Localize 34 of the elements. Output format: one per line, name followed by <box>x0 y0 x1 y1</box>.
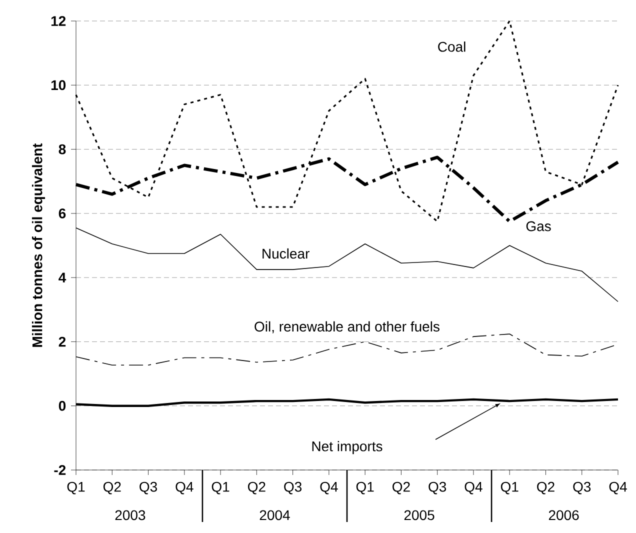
text: Net imports <box>312 441 382 454</box>
x-tick-label: Q3 <box>140 482 157 494</box>
x-tick-label: Q4 <box>176 482 194 494</box>
y-tick-label: -2 <box>54 465 66 475</box>
x-tick-label: Q4 <box>609 482 627 494</box>
y-tick-label: 4 <box>58 272 66 282</box>
x-tick-label: Q2 <box>248 482 266 494</box>
x-tick-label: Q1 <box>500 482 518 494</box>
y-tick-label: 6 <box>58 208 66 218</box>
x-tick-label: Q1 <box>356 482 374 494</box>
series-label: Coal <box>438 42 466 52</box>
x-tick-label: Q2 <box>103 482 121 494</box>
series-label: Gas <box>526 221 551 232</box>
text: 2003 <box>115 510 146 520</box>
x-tick-label: Q3 <box>573 482 591 494</box>
x-tick-label: Q2 <box>537 482 554 494</box>
series-label: Oil, renewable and other fuels <box>254 321 440 334</box>
y-tick-label: 0 <box>58 400 66 411</box>
y-tick-label: 8 <box>58 144 66 154</box>
x-tick-label: Q4 <box>320 482 338 494</box>
series-label: Nuclear <box>262 248 310 259</box>
x-tick-label: Q4 <box>464 482 482 494</box>
x-tick-label: Q1 <box>212 482 230 494</box>
y-tick-label: 10 <box>51 80 66 90</box>
x-tick-label: Q3 <box>428 482 446 494</box>
x-tick-label: Q3 <box>284 482 302 494</box>
x-tick-label: Q1 <box>67 482 85 494</box>
y-tick-label: 2 <box>58 336 66 347</box>
y-tick-label: 12 <box>51 16 66 26</box>
y-axis-title: Million tonnes of oil equivalent <box>32 143 46 347</box>
text: 2005 <box>404 510 434 520</box>
x-tick-label: Q2 <box>392 482 410 494</box>
text: 2004 <box>260 510 290 520</box>
text: 2006 <box>548 510 579 520</box>
